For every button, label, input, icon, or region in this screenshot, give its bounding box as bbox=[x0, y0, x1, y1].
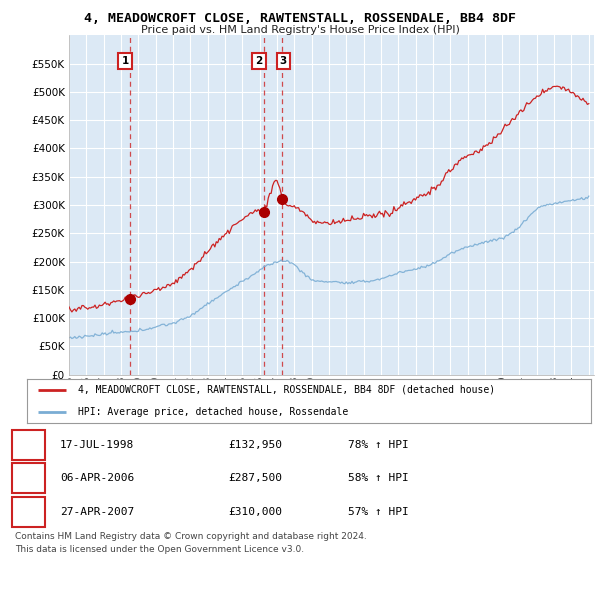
Text: 17-JUL-1998: 17-JUL-1998 bbox=[60, 440, 134, 450]
Text: £287,500: £287,500 bbox=[228, 473, 282, 483]
Text: 06-APR-2006: 06-APR-2006 bbox=[60, 473, 134, 483]
Text: 78% ↑ HPI: 78% ↑ HPI bbox=[348, 440, 409, 450]
Text: 4, MEADOWCROFT CLOSE, RAWTENSTALL, ROSSENDALE, BB4 8DF (detached house): 4, MEADOWCROFT CLOSE, RAWTENSTALL, ROSSE… bbox=[78, 385, 495, 395]
Text: 3: 3 bbox=[280, 56, 287, 66]
Text: 27-APR-2007: 27-APR-2007 bbox=[60, 507, 134, 517]
Text: £310,000: £310,000 bbox=[228, 507, 282, 517]
FancyBboxPatch shape bbox=[12, 463, 45, 493]
FancyBboxPatch shape bbox=[12, 497, 45, 527]
Text: Contains HM Land Registry data © Crown copyright and database right 2024.: Contains HM Land Registry data © Crown c… bbox=[15, 532, 367, 541]
Text: 58% ↑ HPI: 58% ↑ HPI bbox=[348, 473, 409, 483]
Text: Price paid vs. HM Land Registry's House Price Index (HPI): Price paid vs. HM Land Registry's House … bbox=[140, 25, 460, 35]
Text: This data is licensed under the Open Government Licence v3.0.: This data is licensed under the Open Gov… bbox=[15, 545, 304, 554]
Text: HPI: Average price, detached house, Rossendale: HPI: Average price, detached house, Ross… bbox=[78, 407, 348, 417]
FancyBboxPatch shape bbox=[12, 430, 45, 460]
Text: 1: 1 bbox=[24, 438, 33, 451]
Text: 2: 2 bbox=[255, 56, 263, 66]
Text: 57% ↑ HPI: 57% ↑ HPI bbox=[348, 507, 409, 517]
Text: £132,950: £132,950 bbox=[228, 440, 282, 450]
Text: 2: 2 bbox=[24, 471, 33, 484]
Text: 4, MEADOWCROFT CLOSE, RAWTENSTALL, ROSSENDALE, BB4 8DF: 4, MEADOWCROFT CLOSE, RAWTENSTALL, ROSSE… bbox=[84, 12, 516, 25]
Text: 3: 3 bbox=[24, 505, 33, 518]
Text: 1: 1 bbox=[122, 56, 129, 66]
